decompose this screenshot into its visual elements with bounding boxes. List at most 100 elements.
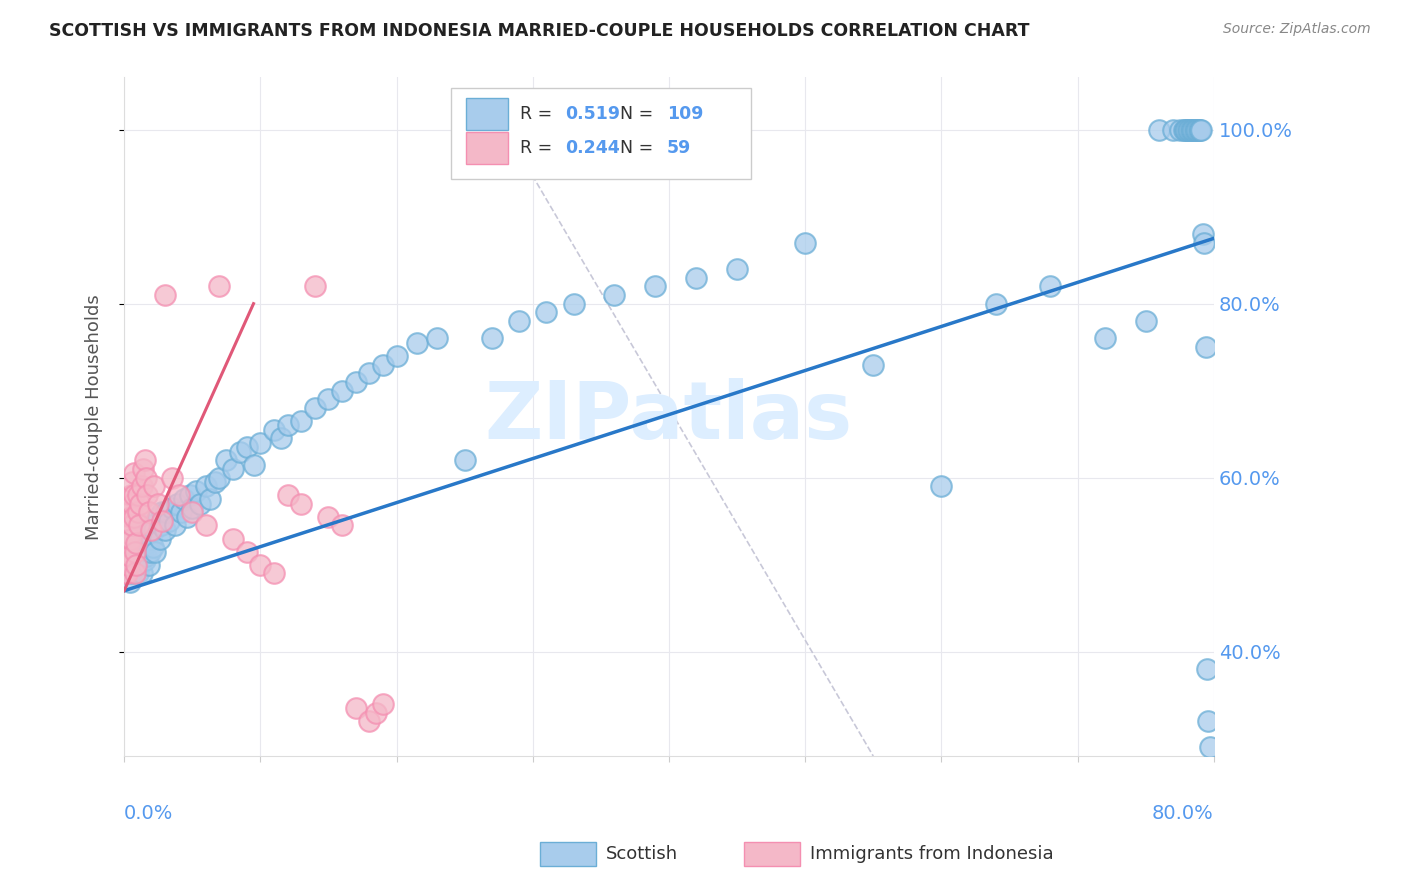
Point [344,375,367,389]
Point [1191,122,1213,136]
Point [562,296,585,310]
Point [157,514,180,528]
Point [135,470,157,484]
Point [124,544,146,558]
Point [122,509,145,524]
Point [134,553,156,567]
Point [143,479,166,493]
Point [277,418,299,433]
Point [121,475,143,489]
Point [170,505,193,519]
Point [406,335,429,350]
Point [121,518,143,533]
Text: Source: ZipAtlas.com: Source: ZipAtlas.com [1223,22,1371,37]
Point [725,261,748,276]
Text: R =: R = [520,139,557,157]
Point [141,532,163,546]
FancyBboxPatch shape [467,132,508,164]
Point [129,532,152,546]
Point [138,518,160,533]
Point [117,558,139,572]
Point [1198,740,1220,755]
Text: Immigrants from Indonesia: Immigrants from Indonesia [810,845,1053,863]
Point [124,558,146,572]
Point [290,497,312,511]
Point [190,497,212,511]
Point [1194,340,1216,354]
Point [453,453,475,467]
Point [124,541,146,555]
Point [148,497,170,511]
Point [984,296,1007,310]
Point [318,392,340,407]
Point [166,497,188,511]
Point [131,544,153,558]
Point [222,462,245,476]
Text: N =: N = [620,105,654,123]
Point [644,279,666,293]
Point [1185,122,1208,136]
Point [318,509,340,524]
Point [148,532,170,546]
Text: R =: R = [520,105,557,123]
FancyBboxPatch shape [451,87,751,179]
Point [176,509,198,524]
Point [122,544,145,558]
Point [277,488,299,502]
Point [128,518,150,533]
Point [120,541,142,555]
Point [173,492,195,507]
Point [141,523,163,537]
Point [1189,122,1212,136]
Point [204,475,226,489]
Text: 0.519: 0.519 [565,105,620,123]
Point [139,544,162,558]
Point [142,541,165,555]
Point [1094,331,1116,345]
Point [115,523,138,537]
Point [290,414,312,428]
Text: 59: 59 [666,139,690,157]
Point [136,536,159,550]
Point [129,497,152,511]
Point [304,401,326,415]
Point [222,532,245,546]
Point [122,488,145,502]
Text: N =: N = [620,139,654,157]
Text: SCOTTISH VS IMMIGRANTS FROM INDONESIA MARRIED-COUPLE HOUSEHOLDS CORRELATION CHAR: SCOTTISH VS IMMIGRANTS FROM INDONESIA MA… [49,22,1029,40]
Point [131,479,153,493]
Point [114,549,136,563]
Point [148,509,170,524]
Point [235,440,257,454]
Point [135,549,157,563]
Point [426,331,449,345]
Point [160,501,183,516]
Point [114,532,136,546]
Point [1135,314,1157,328]
Text: ZIPatlas: ZIPatlas [485,377,853,456]
Point [115,544,138,558]
Point [862,358,884,372]
Point [143,523,166,537]
Point [371,697,394,711]
Point [150,505,173,519]
Point [129,558,152,572]
Point [124,566,146,581]
Point [117,536,139,550]
Point [145,544,167,558]
Point [1161,122,1184,136]
Point [120,532,142,546]
Point [138,505,160,519]
Point [117,514,139,528]
Point [1147,122,1170,136]
Point [181,501,204,516]
Point [794,235,817,250]
Point [122,532,145,546]
Point [1039,279,1062,293]
Point [179,488,201,502]
Point [1188,122,1211,136]
FancyBboxPatch shape [467,98,508,130]
Point [1178,122,1201,136]
Point [186,483,208,498]
Point [685,270,707,285]
